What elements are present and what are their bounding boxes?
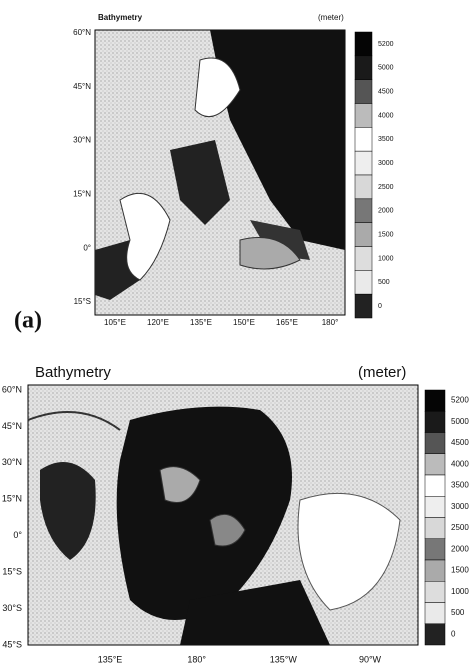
colorbar-swatch bbox=[424, 602, 446, 624]
panel-b-map bbox=[27, 384, 419, 646]
lon-label: 90°W bbox=[359, 654, 382, 664]
colorbar-swatch bbox=[424, 538, 446, 561]
lat-label: 45°N bbox=[73, 82, 91, 91]
colorbar-swatch bbox=[424, 517, 446, 539]
colorbar-swatch bbox=[424, 581, 446, 603]
lon-label: 150°E bbox=[233, 318, 255, 327]
panel-a-map bbox=[94, 29, 346, 316]
colorbar-label: 1500 bbox=[378, 231, 394, 238]
lat-label: 30°N bbox=[73, 136, 91, 145]
colorbar-swatch bbox=[354, 150, 373, 176]
panel-b-title: Bathymetry bbox=[35, 364, 111, 381]
colorbar-label: 5000 bbox=[451, 417, 469, 426]
colorbar-label: 3000 bbox=[378, 160, 394, 167]
colorbar-swatch bbox=[354, 127, 373, 152]
panel-a-colorbar: 5200500045004000350030002500200015001000… bbox=[354, 31, 394, 319]
lat-label: 0° bbox=[83, 243, 91, 252]
panel-a-label: (a) bbox=[14, 308, 42, 334]
colorbar-swatch bbox=[354, 246, 373, 271]
colorbar-label: 3500 bbox=[451, 481, 469, 490]
lat-label: 30°N bbox=[2, 457, 22, 467]
colorbar-label: 0 bbox=[451, 629, 456, 638]
lat-label: 60°N bbox=[2, 384, 22, 394]
lat-label: 15°S bbox=[74, 297, 91, 306]
colorbar-swatch bbox=[354, 55, 373, 80]
panel-b-colorbar: 5200500045004000350030002500200015001000… bbox=[424, 389, 469, 646]
colorbar-label: 4500 bbox=[451, 438, 469, 447]
colorbar-label: 5200 bbox=[378, 41, 394, 48]
colorbar-swatch bbox=[354, 103, 373, 128]
colorbar-swatch bbox=[424, 453, 446, 476]
colorbar-label: 4500 bbox=[378, 88, 394, 95]
colorbar-label: 1000 bbox=[378, 255, 394, 262]
colorbar-label: 500 bbox=[378, 279, 390, 286]
colorbar-swatch bbox=[354, 293, 373, 319]
lat-label: 0° bbox=[13, 530, 22, 540]
colorbar-swatch bbox=[424, 432, 446, 454]
colorbar-label: 2500 bbox=[378, 184, 394, 191]
lon-label: 135°E bbox=[190, 318, 212, 327]
colorbar-swatch bbox=[424, 559, 446, 582]
colorbar-swatch bbox=[424, 411, 446, 433]
panel-b-unit: (meter) bbox=[358, 364, 406, 381]
colorbar-label: 1000 bbox=[451, 587, 469, 596]
colorbar-label: 0 bbox=[378, 303, 382, 310]
colorbar-label: 5000 bbox=[378, 65, 394, 72]
lon-label: 120°E bbox=[147, 318, 169, 327]
lat-label: 45°S bbox=[2, 639, 22, 649]
colorbar-swatch bbox=[424, 623, 446, 646]
lon-label: 165°E bbox=[276, 318, 298, 327]
colorbar-label: 2000 bbox=[378, 208, 394, 215]
colorbar-swatch bbox=[354, 174, 373, 200]
lat-label: 45°N bbox=[2, 421, 22, 431]
lat-label: 15°S bbox=[2, 567, 22, 577]
lat-label: 60°N bbox=[73, 28, 91, 37]
colorbar-label: 5200 bbox=[451, 396, 469, 405]
colorbar-label: 3500 bbox=[378, 136, 394, 143]
lat-label: 15°N bbox=[2, 494, 22, 504]
colorbar-label: 4000 bbox=[378, 112, 394, 119]
lon-label: 180° bbox=[322, 318, 339, 327]
lat-label: 30°S bbox=[2, 603, 22, 613]
colorbar-swatch bbox=[354, 198, 373, 223]
lon-label: 135°E bbox=[98, 654, 123, 664]
colorbar-swatch bbox=[354, 222, 373, 247]
colorbar-swatch bbox=[424, 474, 446, 497]
colorbar-swatch bbox=[354, 79, 373, 104]
panel-a-title: Bathymetry bbox=[98, 13, 143, 22]
colorbar-label: 1500 bbox=[451, 566, 469, 575]
colorbar-label: 500 bbox=[451, 608, 465, 617]
colorbar-label: 2000 bbox=[451, 544, 469, 553]
colorbar-swatch bbox=[424, 496, 446, 518]
colorbar-label: 2500 bbox=[451, 523, 469, 532]
lon-label: 135°W bbox=[270, 654, 298, 664]
lon-label: 105°E bbox=[104, 318, 126, 327]
colorbar-label: 4000 bbox=[451, 459, 469, 468]
panel-a-unit: (meter) bbox=[318, 13, 344, 22]
lat-label: 15°N bbox=[73, 190, 91, 199]
lon-label: 180° bbox=[187, 654, 206, 664]
colorbar-swatch bbox=[354, 31, 373, 57]
colorbar-swatch bbox=[354, 270, 373, 295]
colorbar-label: 3000 bbox=[451, 502, 469, 511]
colorbar-swatch bbox=[424, 389, 446, 412]
